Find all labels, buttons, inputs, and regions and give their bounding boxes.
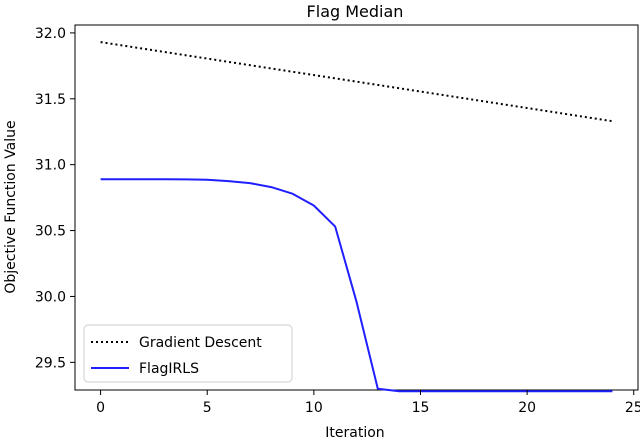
legend-label-flagirls: FlagIRLS [139, 361, 199, 377]
legend-box [83, 324, 293, 383]
x-tick-label: 0 [96, 400, 105, 416]
x-tick-label: 20 [518, 400, 536, 416]
x-axis-ticks: 0 5 10 15 20 25 [96, 390, 640, 416]
y-tick-label: 32.0 [35, 26, 66, 42]
legend-label-gradient-descent: Gradient Descent [139, 335, 262, 351]
y-tick-label: 29.5 [35, 355, 66, 371]
y-tick-label: 31.0 [35, 158, 66, 174]
x-tick-label: 10 [305, 400, 323, 416]
y-tick-label: 31.5 [35, 92, 66, 108]
x-tick-label: 15 [412, 400, 430, 416]
y-tick-label: 30.0 [35, 289, 66, 305]
x-tick-label: 25 [625, 400, 640, 416]
y-tick-label: 30.5 [35, 224, 66, 240]
series-line-gradient-descent [100, 41, 613, 123]
x-tick-label: 5 [203, 400, 212, 416]
plot-frame [74, 24, 639, 391]
y-axis-label: Objective Function Value [3, 120, 19, 293]
x-axis-label: Iteration [325, 425, 384, 440]
chart-title: Flag Median [307, 2, 404, 21]
legend: Gradient Descent FlagIRLS [83, 324, 293, 383]
plot-area: 0 5 10 15 20 25 29.5 30.0 30.5 31.0 31.5 32.0 [35, 24, 640, 416]
y-axis-ticks: 29.5 30.0 30.5 31.0 31.5 32.0 [35, 26, 75, 371]
